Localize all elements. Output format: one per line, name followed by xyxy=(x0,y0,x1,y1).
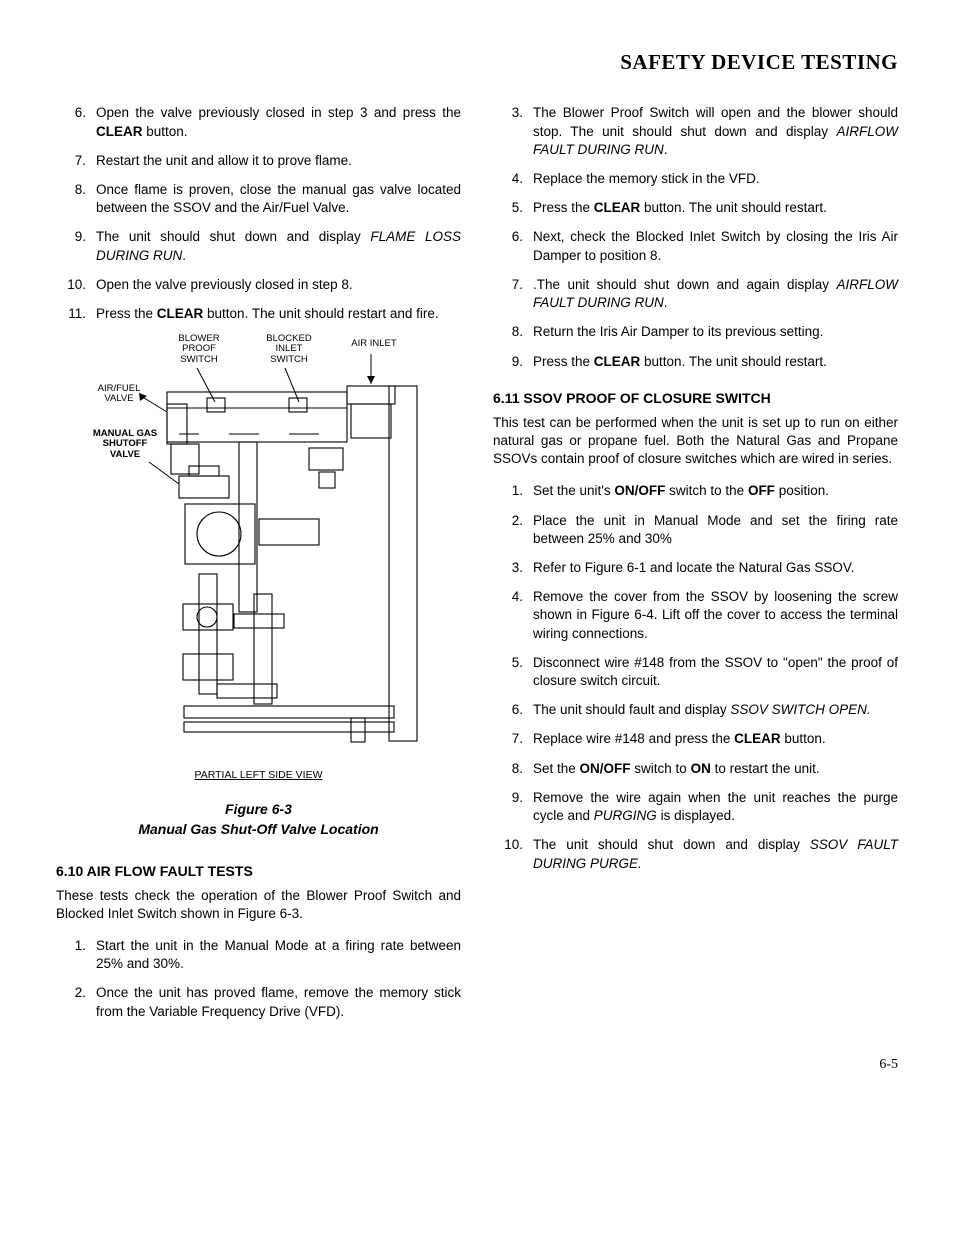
step-text: Disconnect wire #148 from the SSOV to "o… xyxy=(533,654,898,690)
step-number: 1. xyxy=(493,482,533,500)
step-text: Once the unit has proved flame, remove t… xyxy=(96,984,461,1020)
step-text: Open the valve previously closed in step… xyxy=(96,276,461,294)
steps-611: 1.Set the unit's ON/OFF switch to the OF… xyxy=(493,482,898,873)
step-number: 2. xyxy=(56,984,96,1020)
step-number: 4. xyxy=(493,588,533,643)
step-number: 6. xyxy=(493,701,533,719)
step-number: 7. xyxy=(493,730,533,748)
step-number: 5. xyxy=(493,654,533,690)
step-number: 10. xyxy=(56,276,96,294)
steps-610: 1.Start the unit in the Manual Mode at a… xyxy=(56,937,461,1021)
callout-manual-gas-shutoff: MANUAL GASSHUTOFFVALVE xyxy=(89,429,161,460)
step-text: Return the Iris Air Damper to its previo… xyxy=(533,323,898,341)
figure-view-label: PARTIAL LEFT SIDE VIEW xyxy=(56,768,461,782)
step-number: 8. xyxy=(56,181,96,217)
step-text: Open the valve previously closed in step… xyxy=(96,104,461,140)
step-number: 11. xyxy=(56,305,96,323)
step-number: 6. xyxy=(493,228,533,264)
step-item: 2.Place the unit in Manual Mode and set … xyxy=(493,512,898,548)
step-item: 6.Open the valve previously closed in st… xyxy=(56,104,461,140)
step-item: 4.Remove the cover from the SSOV by loos… xyxy=(493,588,898,643)
step-text: The Blower Proof Switch will open and th… xyxy=(533,104,898,159)
step-text: Set the ON/OFF switch to ON to restart t… xyxy=(533,760,898,778)
step-item: 10.Open the valve previously closed in s… xyxy=(56,276,461,294)
figure-caption: Figure 6-3 Manual Gas Shut-Off Valve Loc… xyxy=(56,800,461,839)
step-item: 3.Refer to Figure 6-1 and locate the Nat… xyxy=(493,559,898,577)
step-number: 6. xyxy=(56,104,96,140)
step-item: 8.Set the ON/OFF switch to ON to restart… xyxy=(493,760,898,778)
step-item: 4.Replace the memory stick in the VFD. xyxy=(493,170,898,188)
step-item: 6.The unit should fault and display SSOV… xyxy=(493,701,898,719)
step-item: 9.Remove the wire again when the unit re… xyxy=(493,789,898,825)
step-text: Set the unit's ON/OFF switch to the OFF … xyxy=(533,482,898,500)
figure-number: Figure 6-3 xyxy=(225,801,292,817)
step-item: 9.The unit should shut down and display … xyxy=(56,228,461,264)
left-column: 6.Open the valve previously closed in st… xyxy=(56,104,461,1032)
step-number: 5. xyxy=(493,199,533,217)
step-text: Press the CLEAR button. The unit should … xyxy=(533,199,898,217)
step-item: 7.Restart the unit and allow it to prove… xyxy=(56,152,461,170)
section-610-title: 6.10 AIR FLOW FAULT TESTS xyxy=(56,862,461,881)
step-text: Press the CLEAR button. The unit should … xyxy=(533,353,898,371)
callout-blower-proof: BLOWERPROOFSWITCH xyxy=(169,334,229,365)
section-611-intro: This test can be performed when the unit… xyxy=(493,414,898,469)
step-number: 9. xyxy=(493,353,533,371)
step-item: 5.Disconnect wire #148 from the SSOV to … xyxy=(493,654,898,690)
step-number: 8. xyxy=(493,323,533,341)
page-number: 6-5 xyxy=(56,1056,898,1075)
step-item: 8.Once flame is proven, close the manual… xyxy=(56,181,461,217)
figure-6-3: BLOWERPROOFSWITCH BLOCKEDINLETSWITCH AIR… xyxy=(56,334,461,839)
step-text: Remove the cover from the SSOV by loosen… xyxy=(533,588,898,643)
two-column-layout: 6.Open the valve previously closed in st… xyxy=(56,104,898,1032)
step-text: Remove the wire again when the unit reac… xyxy=(533,789,898,825)
step-number: 9. xyxy=(493,789,533,825)
figure-svg: BLOWERPROOFSWITCH BLOCKEDINLETSWITCH AIR… xyxy=(89,334,429,764)
section-611-title: 6.11 SSOV PROOF OF CLOSURE SWITCH xyxy=(493,389,898,408)
step-text: Refer to Figure 6-1 and locate the Natur… xyxy=(533,559,898,577)
step-number: 7. xyxy=(493,276,533,312)
callout-air-inlet: AIR INLET xyxy=(344,339,404,349)
step-item: 1.Start the unit in the Manual Mode at a… xyxy=(56,937,461,973)
step-item: 9.Press the CLEAR button. The unit shoul… xyxy=(493,353,898,371)
step-text: Replace the memory stick in the VFD. xyxy=(533,170,898,188)
step-number: 4. xyxy=(493,170,533,188)
step-text: .The unit should shut down and again dis… xyxy=(533,276,898,312)
step-number: 3. xyxy=(493,559,533,577)
step-text: Restart the unit and allow it to prove f… xyxy=(96,152,461,170)
step-text: The unit should fault and display SSOV S… xyxy=(533,701,898,719)
step-item: 2.Once the unit has proved flame, remove… xyxy=(56,984,461,1020)
step-number: 10. xyxy=(493,836,533,872)
step-item: 3.The Blower Proof Switch will open and … xyxy=(493,104,898,159)
step-number: 8. xyxy=(493,760,533,778)
step-item: 7.Replace wire #148 and press the CLEAR … xyxy=(493,730,898,748)
step-number: 1. xyxy=(56,937,96,973)
step-item: 7..The unit should shut down and again d… xyxy=(493,276,898,312)
step-item: 5. Press the CLEAR button. The unit shou… xyxy=(493,199,898,217)
step-item: 8.Return the Iris Air Damper to its prev… xyxy=(493,323,898,341)
step-item: 6.Next, check the Blocked Inlet Switch b… xyxy=(493,228,898,264)
steps-continued: 6.Open the valve previously closed in st… xyxy=(56,104,461,323)
steps-continued-right: 3.The Blower Proof Switch will open and … xyxy=(493,104,898,370)
step-text: Press the CLEAR button. The unit should … xyxy=(96,305,461,323)
callout-blocked-inlet: BLOCKEDINLETSWITCH xyxy=(259,334,319,365)
right-column: 3.The Blower Proof Switch will open and … xyxy=(493,104,898,1032)
step-text: Start the unit in the Manual Mode at a f… xyxy=(96,937,461,973)
step-text: The unit should shut down and display SS… xyxy=(533,836,898,872)
step-number: 9. xyxy=(56,228,96,264)
step-text: Replace wire #148 and press the CLEAR bu… xyxy=(533,730,898,748)
step-text: Once flame is proven, close the manual g… xyxy=(96,181,461,217)
step-number: 3. xyxy=(493,104,533,159)
section-610-intro: These tests check the operation of the B… xyxy=(56,887,461,923)
step-text: Place the unit in Manual Mode and set th… xyxy=(533,512,898,548)
step-item: 10.The unit should shut down and display… xyxy=(493,836,898,872)
step-item: 1.Set the unit's ON/OFF switch to the OF… xyxy=(493,482,898,500)
page-header: SAFETY DEVICE TESTING xyxy=(56,48,898,76)
step-text: The unit should shut down and display FL… xyxy=(96,228,461,264)
step-number: 2. xyxy=(493,512,533,548)
figure-title: Manual Gas Shut-Off Valve Location xyxy=(138,821,378,837)
step-text: Next, check the Blocked Inlet Switch by … xyxy=(533,228,898,264)
step-number: 7. xyxy=(56,152,96,170)
step-item: 11.Press the CLEAR button. The unit shou… xyxy=(56,305,461,323)
